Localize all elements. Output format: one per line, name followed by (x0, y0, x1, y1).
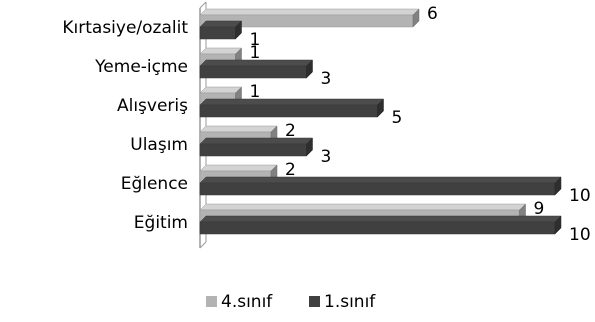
bar-series-4-sinif (199, 8, 420, 28)
category-label: Eğitim (134, 213, 188, 233)
legend-item: 4.sınıf (206, 292, 273, 312)
bar-series-1-sinif (199, 137, 314, 157)
legend-swatch (309, 296, 320, 307)
legend-item: 1.sınıf (309, 292, 376, 312)
data-label: 9 (534, 199, 545, 219)
data-label: 3 (321, 69, 332, 89)
legend-label: 4.sınıf (221, 292, 273, 312)
data-label: 2 (285, 121, 296, 141)
chart-legend: 4.sınıf 1.sınıf (206, 292, 376, 312)
data-label: 10 (569, 225, 591, 245)
category-label: Ulaşım (130, 135, 188, 155)
bar-series-1-sinif (199, 98, 385, 118)
chart-bars (199, 8, 562, 235)
data-label: 5 (392, 108, 403, 128)
bar-series-1-sinif (199, 176, 562, 196)
data-label: 3 (321, 147, 332, 167)
data-label: 1 (250, 43, 261, 63)
chart-axis (199, 1, 207, 249)
category-label: Yeme-içme (94, 57, 188, 77)
legend-label: 1.sınıf (324, 292, 376, 312)
y-axis-bottom-edge (199, 241, 207, 249)
bar-series-1-sinif (199, 59, 314, 79)
legend-swatch (206, 296, 217, 307)
data-label: 10 (569, 186, 591, 206)
bar-series-1-sinif (199, 20, 243, 40)
bar-series-1-sinif (199, 215, 562, 235)
y-axis-top-edge (199, 1, 207, 9)
data-label: 1 (250, 82, 261, 102)
chart-labels: Kırtasiye/ozalit 6 1 Yeme-içme 1 3 Alışveriş 1 5… (62, 4, 590, 245)
data-label: 2 (285, 160, 296, 180)
category-label: Kırtasiye/ozalit (62, 18, 188, 38)
data-label: 1 (250, 30, 261, 50)
category-label: Alışveriş (117, 96, 188, 116)
data-label: 6 (427, 4, 438, 24)
category-label: Eğlence (121, 174, 188, 194)
